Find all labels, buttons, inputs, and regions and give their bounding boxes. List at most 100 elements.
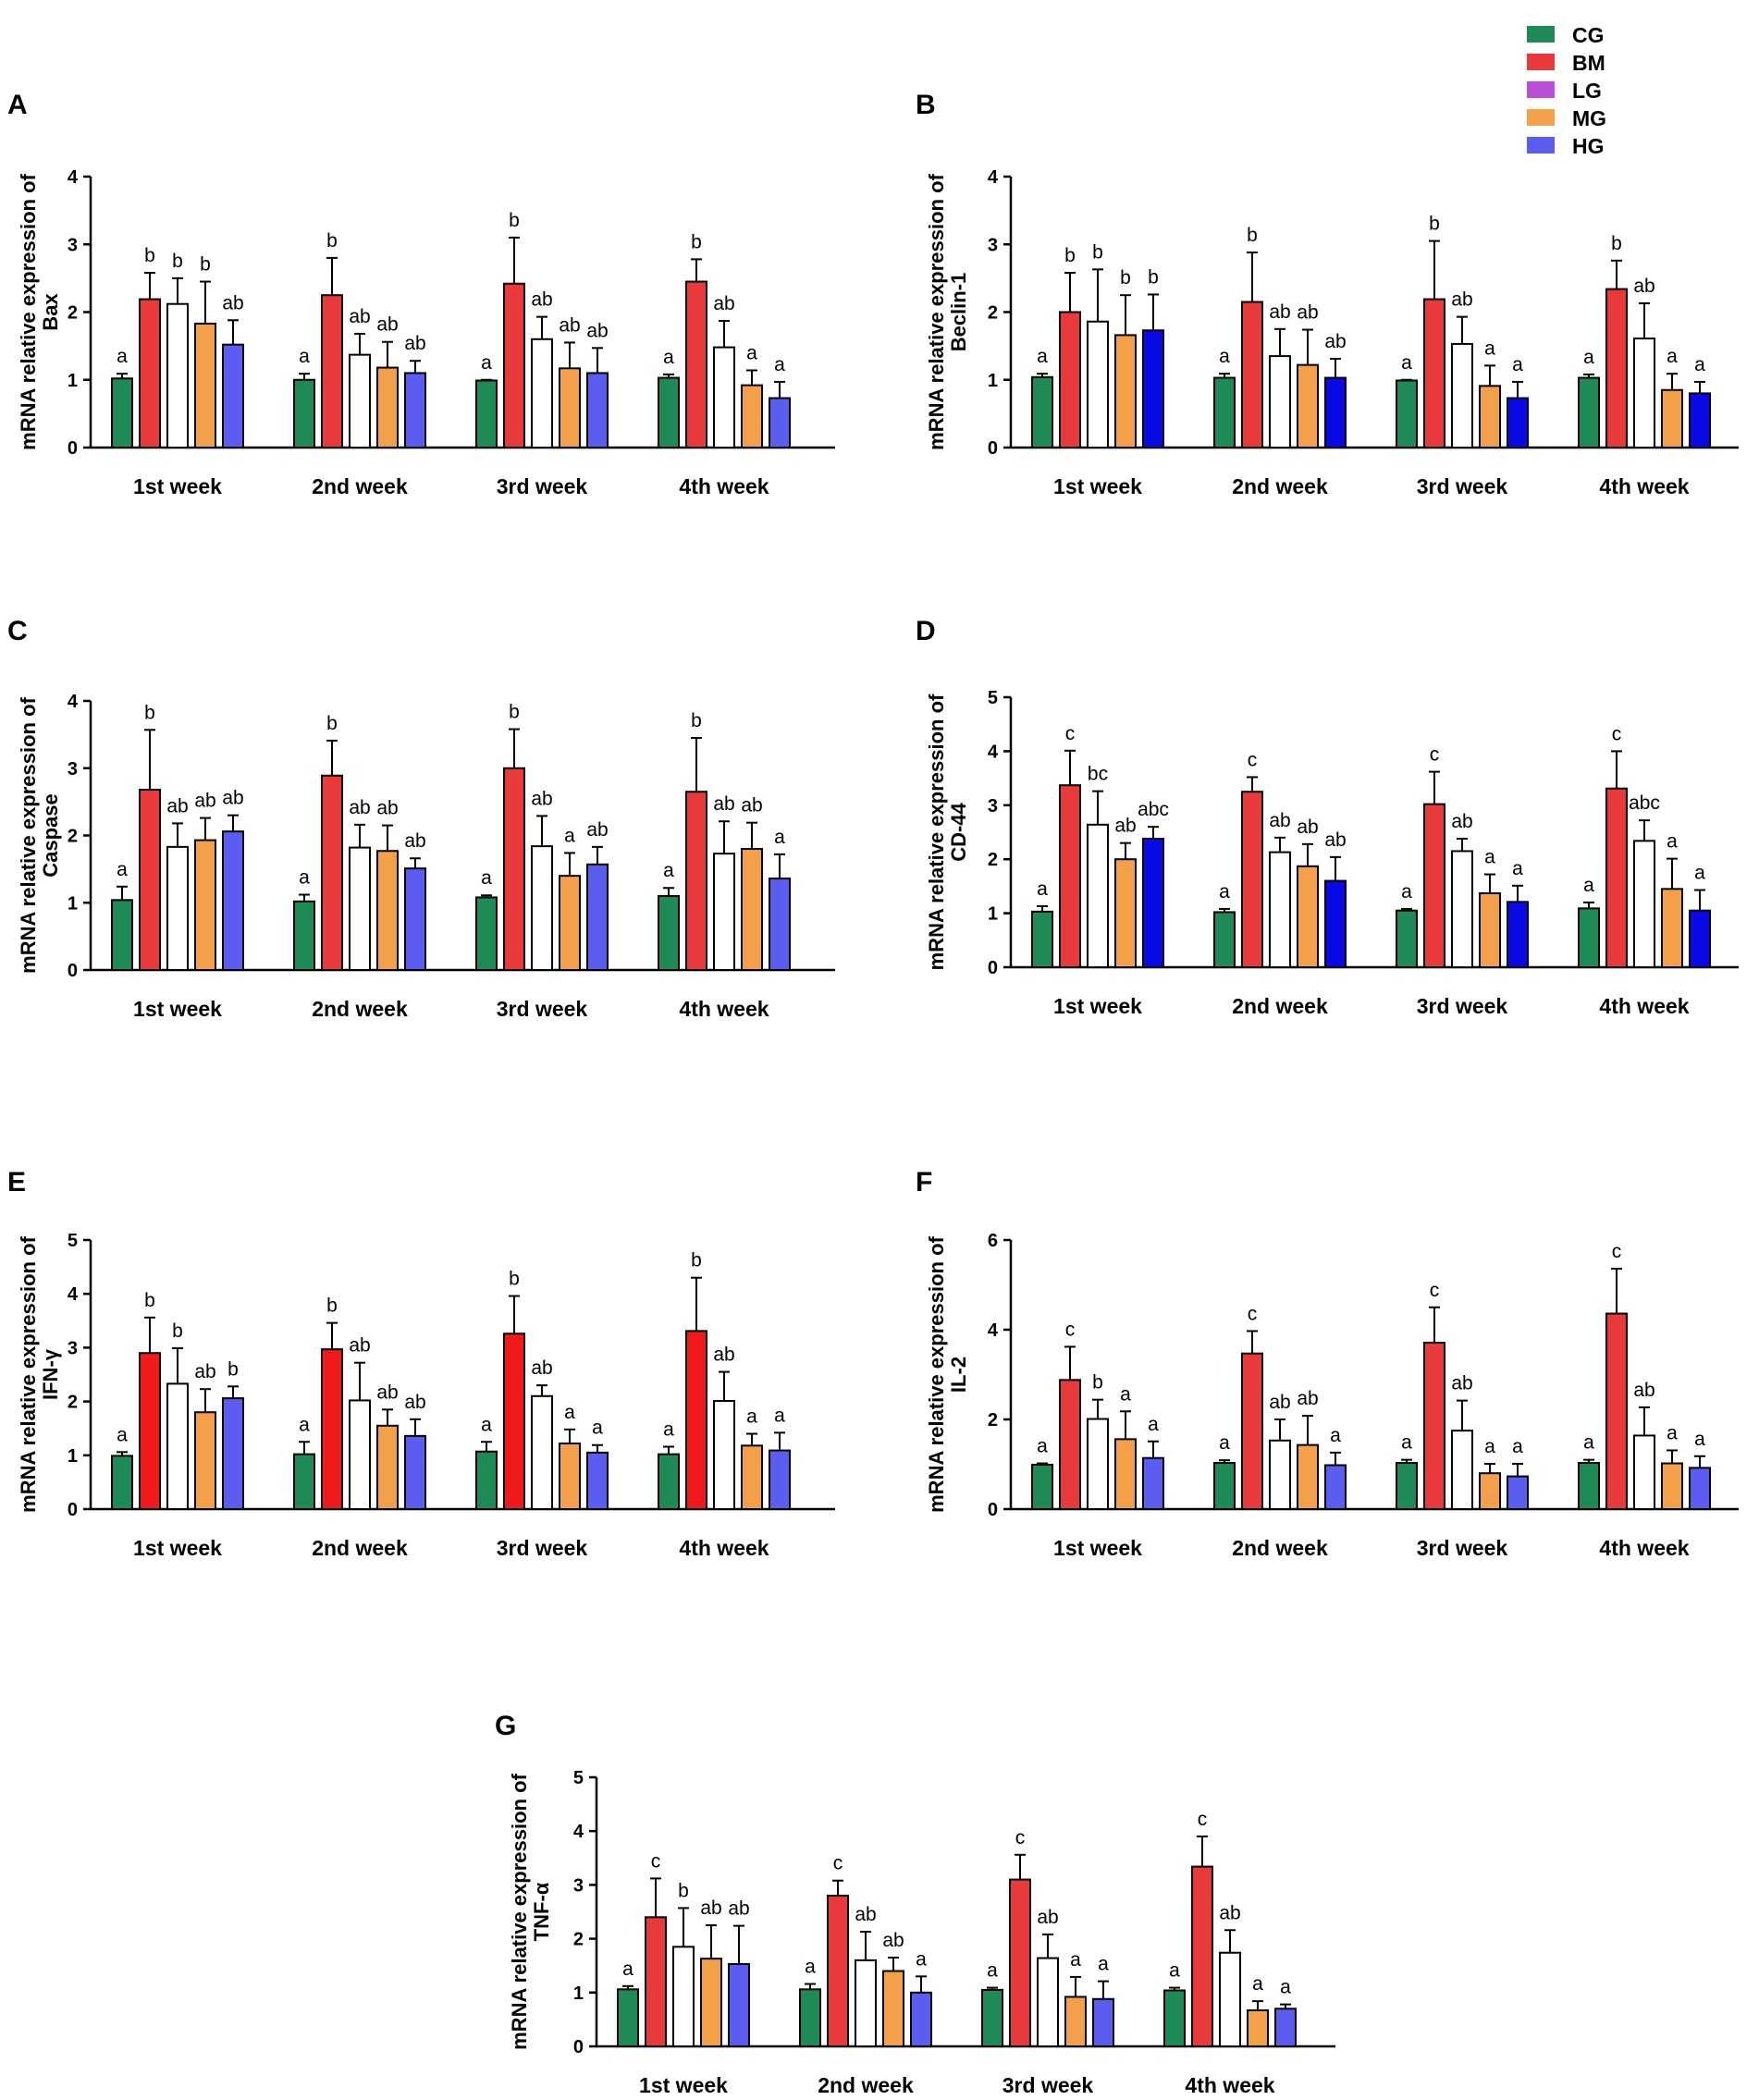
x-category-label: 2nd week [818, 2073, 914, 2097]
significance-letter: a [1484, 847, 1495, 868]
bar-cg [1396, 379, 1418, 449]
bar-bm [321, 294, 343, 448]
y-tick-label: 4 [68, 167, 79, 188]
significance-letter: a [1583, 1432, 1594, 1454]
bar-cg [111, 1455, 133, 1510]
significance-letter: b [1429, 214, 1440, 235]
y-tick-label: 5 [68, 1231, 78, 1251]
bar-hg [586, 1451, 609, 1511]
y-tick-label: 3 [68, 759, 78, 780]
bar-mg [1661, 388, 1683, 448]
bar-cg [981, 1988, 1003, 2047]
bar-cg [475, 1450, 498, 1510]
significance-letter: c [1015, 1827, 1026, 1848]
bar-mg [559, 875, 581, 972]
bar-lg [1087, 320, 1109, 448]
y-tick-label: 3 [68, 1338, 78, 1358]
significance-letter: a [1037, 878, 1048, 900]
significance-letter: a [1120, 1383, 1131, 1405]
legend-label-cg: CG [1572, 23, 1605, 47]
bar-mg [559, 1442, 581, 1510]
significance-letter: ab [222, 292, 243, 313]
significance-letter: b [200, 254, 211, 276]
significance-letter: a [663, 860, 674, 881]
bar-hg [586, 863, 609, 971]
bar-bm [503, 282, 525, 448]
significance-letter: ab [1269, 1392, 1290, 1413]
significance-letter: b [509, 1269, 520, 1290]
significance-letter: a [117, 859, 128, 880]
bar-lg [1633, 1434, 1655, 1510]
significance-letter: a [1667, 1422, 1678, 1443]
bar-hg [1324, 1464, 1347, 1510]
bar-hg [222, 830, 244, 972]
significance-letter: b [691, 231, 702, 252]
bar-bm [503, 767, 525, 971]
significance-letter: a [1169, 1960, 1180, 1982]
significance-letter: b [691, 710, 702, 731]
bar-bm [645, 1916, 667, 2048]
significance-letter: a [564, 1402, 575, 1423]
bar-hg [769, 397, 791, 448]
significance-letter: a [1219, 881, 1230, 903]
significance-letter: ab [1633, 276, 1654, 297]
y-tick-label: 4 [988, 742, 999, 762]
significance-letter: a [746, 342, 757, 363]
significance-letter: b [1611, 233, 1622, 254]
significance-letter: ab [1219, 1902, 1240, 1923]
y-tick-label: 2 [988, 303, 998, 324]
significance-letter: ab [376, 1382, 398, 1403]
x-category-label: 4th week [679, 1536, 769, 1560]
bar-lg [166, 1382, 189, 1511]
bar-lg [1219, 1951, 1241, 2047]
significance-letter: b [1148, 266, 1159, 288]
significance-letter: a [1219, 346, 1230, 367]
bar-hg [910, 1991, 932, 2048]
y-axis-gene-f: IL-2 [947, 1357, 970, 1393]
x-category-label: 3rd week [1417, 474, 1508, 498]
bar-lg [713, 853, 735, 972]
bar-cg [1031, 910, 1053, 969]
significance-letter: a [774, 827, 785, 848]
bar-mg [1297, 1443, 1319, 1511]
significance-letter: a [1401, 881, 1412, 903]
significance-letter: b [678, 1880, 689, 1901]
bar-hg [1689, 1467, 1711, 1511]
x-category-label: 3rd week [497, 474, 588, 498]
bar-hg [1324, 879, 1347, 968]
significance-letter: b [144, 1290, 155, 1311]
bar-cg [617, 1988, 639, 2048]
significance-letter: a [1070, 1949, 1081, 1971]
bar-mg [700, 1958, 722, 2048]
significance-letter: ab [713, 793, 734, 815]
bar-lg [531, 338, 553, 448]
bar-hg [222, 1397, 244, 1511]
bar-bm [1423, 1342, 1445, 1510]
significance-letter: ab [700, 1897, 721, 1919]
y-axis-gene-b: Beclin-1 [947, 273, 970, 352]
y-axis-gene-d: CD-44 [947, 802, 970, 861]
bar-cg [475, 896, 498, 971]
bar-mg [741, 1444, 763, 1510]
bar-bm [685, 791, 707, 972]
x-category-label: 2nd week [312, 474, 408, 498]
significance-letter: ab [728, 1898, 749, 1920]
y-tick-label: 1 [573, 1983, 584, 2004]
significance-letter: ab [586, 320, 608, 341]
x-category-label: 3rd week [497, 1536, 588, 1560]
significance-letter: b [326, 1296, 338, 1317]
bar-hg [728, 1962, 750, 2048]
bar-bm [1605, 288, 1628, 448]
y-tick-label: 4 [68, 1284, 79, 1305]
significance-letter: ab [855, 1904, 876, 1925]
x-category-label: 1st week [1053, 1536, 1142, 1560]
significance-letter: a [481, 352, 492, 374]
significance-letter: c [1248, 1303, 1258, 1324]
significance-letter: ab [531, 289, 552, 311]
legend-swatch-hg [1527, 137, 1555, 154]
y-tick-label: 5 [573, 1768, 584, 1788]
y-tick-label: 1 [988, 904, 998, 925]
